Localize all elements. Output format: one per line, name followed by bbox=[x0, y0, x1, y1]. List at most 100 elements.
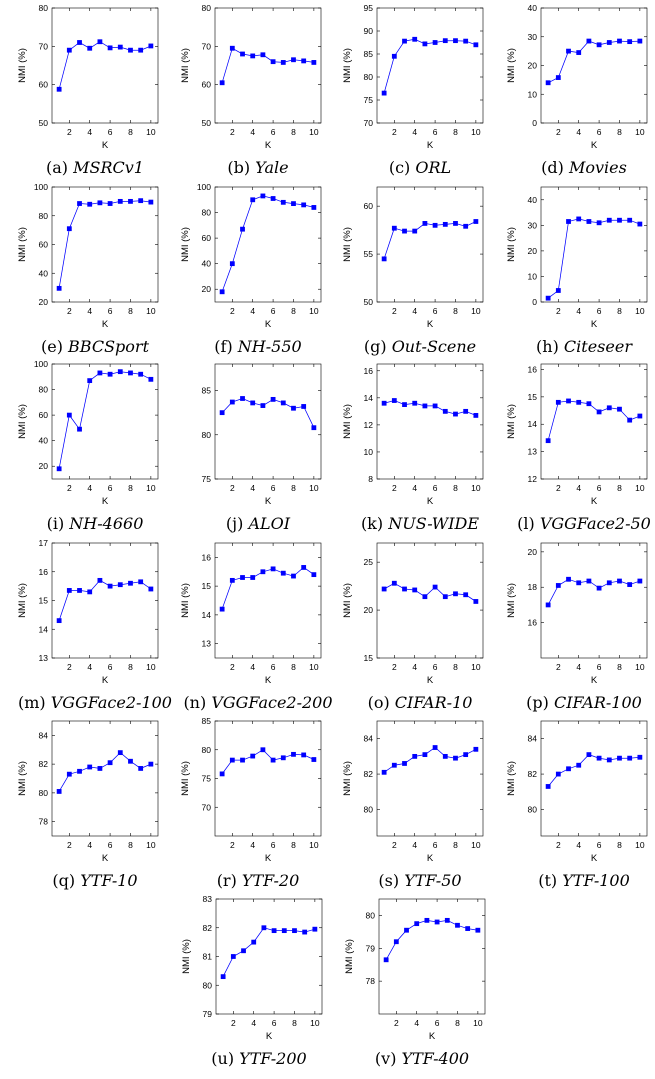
x-tick-label: 10 bbox=[471, 306, 481, 316]
caption-name: VGGFace2-200 bbox=[211, 693, 332, 712]
caption-label: (q) bbox=[52, 871, 80, 890]
data-point bbox=[422, 41, 428, 47]
plot-frame bbox=[51, 720, 159, 837]
x-tick-label: 6 bbox=[108, 840, 113, 850]
data-point bbox=[586, 578, 592, 584]
caption-label: (n) bbox=[183, 693, 211, 712]
y-tick-label: 50 bbox=[202, 118, 212, 128]
subplot-nh-4660: 20 40 60 80 100 2 4 6 8 10 K NMI (%) (i) NH-4660 bbox=[17, 359, 159, 533]
subplot-caption: (d) Movies bbox=[541, 158, 627, 177]
y-tick-label: 80 bbox=[364, 804, 374, 814]
data-point bbox=[596, 409, 602, 415]
subplot-orl: 70 75 80 85 90 95 2 4 6 8 10 K NMI (%) (c) ORL bbox=[342, 3, 484, 177]
y-tick-label: 40 bbox=[39, 268, 49, 278]
data-point bbox=[107, 583, 113, 589]
x-tick-label: 10 bbox=[309, 127, 319, 137]
plot-frame bbox=[214, 363, 322, 480]
data-point bbox=[545, 602, 551, 608]
caption-name: Out-Scene bbox=[392, 337, 476, 356]
caption-name: YTF-100 bbox=[562, 871, 630, 890]
data-point bbox=[555, 771, 561, 777]
data-point bbox=[301, 58, 307, 64]
data-point bbox=[302, 929, 308, 935]
subplot-ytf-400: 78 79 80 2 4 6 8 10 K NMI (%) (v) YTF-400 bbox=[344, 898, 486, 1068]
data-point bbox=[270, 196, 276, 201]
y-tick-label: 70 bbox=[202, 41, 212, 51]
y-tick-label: 100 bbox=[34, 182, 48, 192]
plot-frame bbox=[51, 542, 159, 659]
y-tick-label: 16 bbox=[202, 552, 212, 562]
data-point bbox=[453, 38, 458, 44]
caption-name: NH-4660 bbox=[68, 514, 143, 533]
data-point bbox=[545, 438, 551, 444]
data-point bbox=[566, 48, 571, 54]
caption-label: (r) bbox=[217, 871, 242, 890]
series-line bbox=[383, 38, 477, 94]
data-point bbox=[555, 399, 561, 405]
data-point bbox=[402, 402, 407, 407]
data-point bbox=[107, 760, 113, 766]
data-point bbox=[627, 217, 633, 223]
data-point bbox=[87, 45, 93, 51]
data-point bbox=[576, 399, 582, 405]
data-point bbox=[219, 289, 225, 295]
data-point bbox=[230, 954, 236, 959]
series-line bbox=[383, 747, 477, 773]
series-line bbox=[221, 195, 314, 292]
data-point bbox=[555, 75, 561, 80]
x-tick-label: 6 bbox=[272, 1018, 277, 1028]
data-point bbox=[56, 789, 62, 794]
y-tick-label: 60 bbox=[39, 240, 49, 250]
series-line bbox=[384, 400, 477, 416]
y-tick-label: 16 bbox=[528, 618, 538, 628]
caption-name: BBCSport bbox=[67, 337, 150, 356]
data-point bbox=[250, 400, 256, 406]
x-axis-label: K bbox=[102, 140, 109, 151]
data-point bbox=[586, 752, 592, 758]
data-point bbox=[128, 47, 133, 53]
y-axis-label: NMI (%) bbox=[17, 761, 28, 796]
data-point bbox=[424, 917, 430, 923]
x-tick-label: 10 bbox=[471, 662, 481, 672]
data-point bbox=[292, 928, 297, 934]
series-line bbox=[58, 579, 152, 621]
y-tick-label: 16 bbox=[364, 366, 374, 376]
data-point bbox=[148, 199, 154, 205]
subplot-caption: (f) NH-550 bbox=[214, 337, 301, 356]
x-tick-label: 2 bbox=[392, 840, 397, 850]
data-point bbox=[270, 757, 276, 763]
x-tick-label: 4 bbox=[576, 662, 581, 672]
data-point bbox=[56, 466, 62, 472]
y-tick-label: 75 bbox=[202, 474, 212, 484]
data-point bbox=[555, 288, 561, 293]
y-tick-label: 40 bbox=[528, 195, 538, 205]
y-tick-label: 80 bbox=[202, 430, 212, 440]
x-tick-label: 6 bbox=[433, 840, 438, 850]
x-tick-label: 4 bbox=[87, 127, 92, 137]
data-point bbox=[250, 197, 256, 203]
y-tick-label: 20 bbox=[39, 297, 49, 307]
x-axis-label: K bbox=[266, 1031, 273, 1042]
subplot-caption: (o) CIFAR-10 bbox=[368, 693, 473, 712]
x-tick-label: 2 bbox=[231, 1018, 236, 1028]
x-tick-label: 10 bbox=[309, 840, 319, 850]
data-point bbox=[566, 576, 571, 582]
data-point bbox=[637, 754, 643, 760]
data-point bbox=[637, 221, 643, 227]
plot-frame bbox=[376, 720, 484, 837]
y-tick-label: 82 bbox=[203, 923, 213, 933]
data-point bbox=[117, 369, 123, 375]
data-point bbox=[566, 398, 571, 404]
x-tick-label: 8 bbox=[453, 127, 458, 137]
x-tick-label: 6 bbox=[433, 483, 438, 493]
x-tick-label: 2 bbox=[392, 483, 397, 493]
data-point bbox=[250, 53, 256, 59]
y-tick-label: 84 bbox=[39, 730, 49, 740]
data-point bbox=[97, 39, 103, 45]
data-point bbox=[402, 228, 407, 234]
x-tick-label: 8 bbox=[455, 1018, 460, 1028]
x-axis-label: K bbox=[591, 675, 598, 686]
data-point bbox=[260, 747, 266, 753]
data-point bbox=[250, 575, 256, 580]
